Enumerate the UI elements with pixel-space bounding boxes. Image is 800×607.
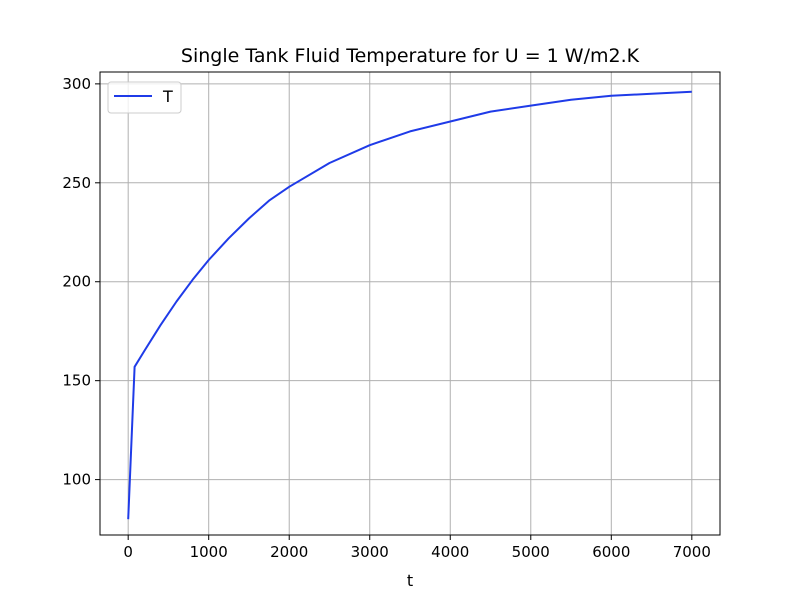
y-tick-label: 200 [62, 273, 91, 291]
series-line-T [127, 90, 692, 520]
x-tick-label: 1000 [190, 543, 228, 561]
x-tick-label: 2000 [270, 543, 308, 561]
x-tick-label: 3000 [351, 543, 389, 561]
y-tick-label: 150 [62, 372, 91, 390]
axis-ticks: 0 1000 2000 3000 4000 5000 6000 7000 100 150 200 25… [62, 75, 711, 561]
legend-box [107, 81, 182, 114]
series-layer [127, 90, 692, 520]
y-tick-label: 300 [62, 75, 91, 93]
y-tick-label: 250 [62, 174, 91, 192]
x-axis-label: t [407, 571, 413, 590]
x-tick-label: 5000 [512, 543, 550, 561]
x-tick-label: 0 [123, 543, 133, 561]
x-tick-label: 4000 [431, 543, 469, 561]
x-tick-label: 7000 [673, 543, 711, 561]
y-tick-label: 100 [62, 471, 91, 489]
chart-title: Single Tank Fluid Temperature for U = 1 … [181, 45, 640, 67]
plot-area-frame [99, 71, 721, 536]
legend-label: T [162, 87, 173, 106]
grid [100, 72, 720, 535]
x-tick-label: 6000 [592, 543, 630, 561]
legend: T [107, 81, 182, 114]
